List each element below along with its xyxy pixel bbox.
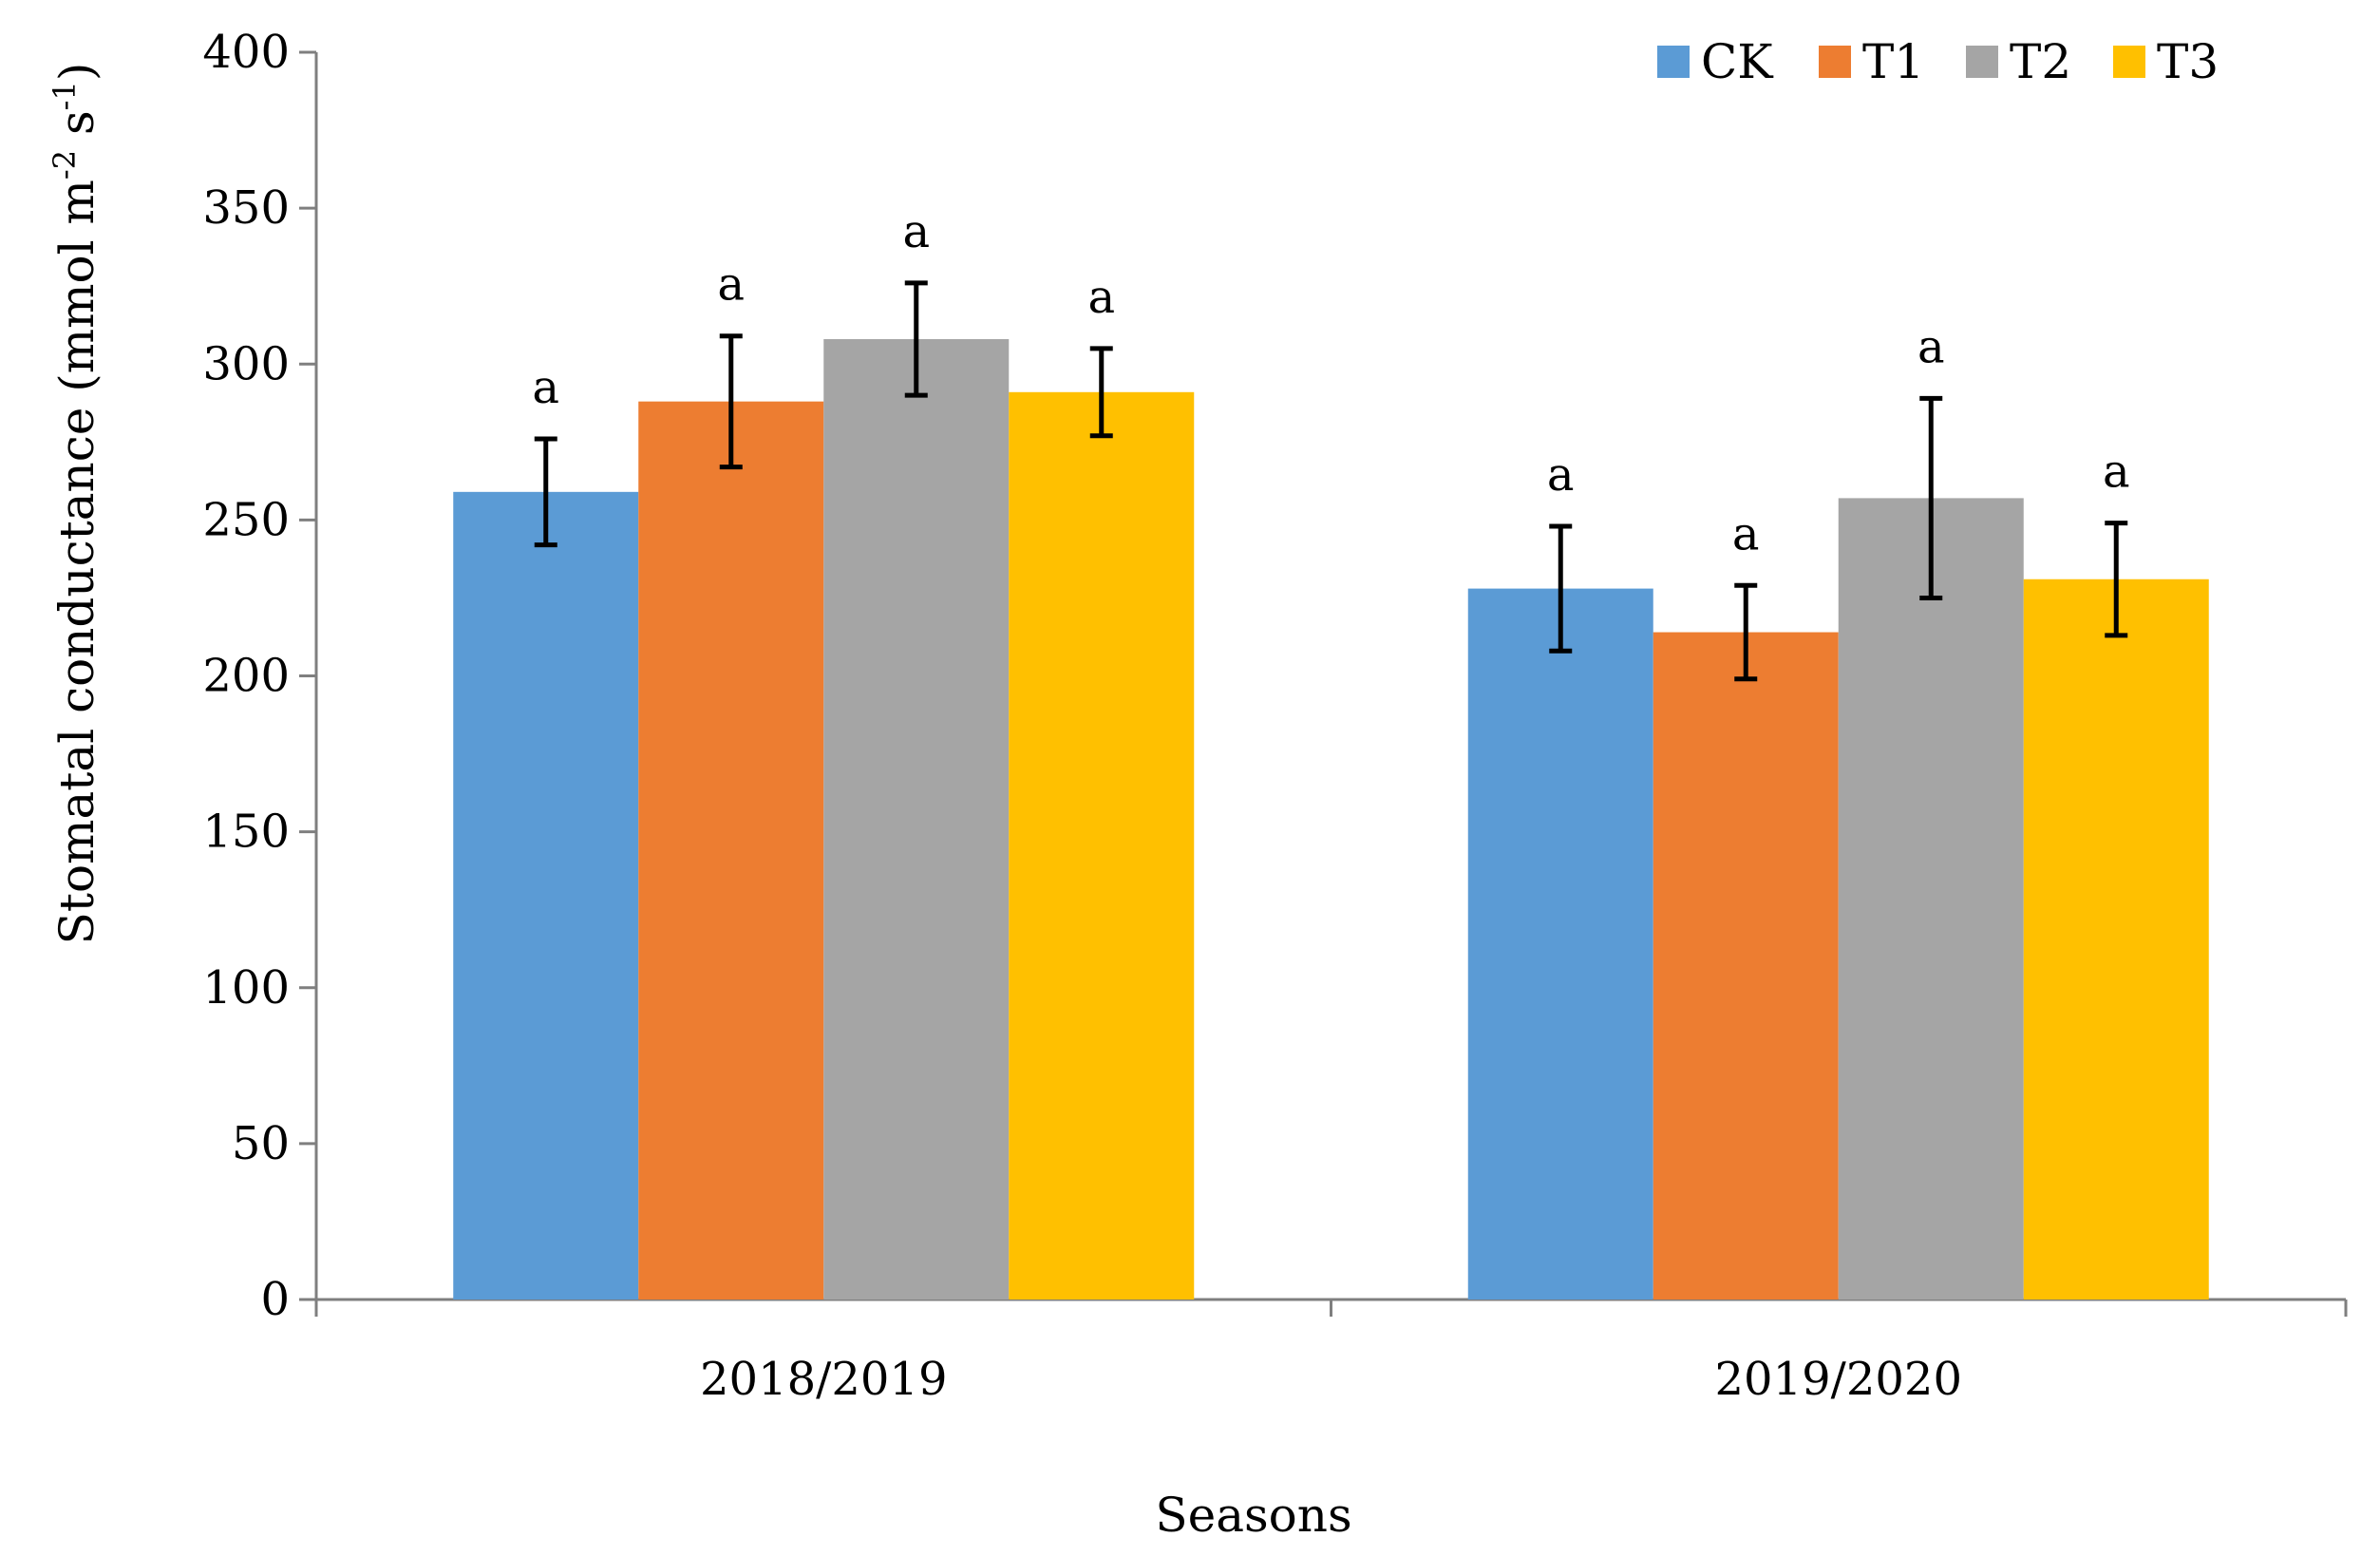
- legend: CK T1 T2 T3: [1657, 34, 2219, 89]
- legend-label-t3: T3: [2157, 34, 2219, 89]
- significance-label: a: [2103, 446, 2130, 499]
- y-tick-label: 250: [202, 493, 290, 546]
- y-tick-label: 300: [202, 337, 290, 390]
- legend-swatch-ck: [1657, 46, 1690, 78]
- bars: [453, 338, 2209, 1300]
- bar-t3: [1009, 391, 1195, 1300]
- significance-label: a: [1917, 320, 1945, 373]
- bar-t2: [823, 338, 1010, 1300]
- y-axis-ticks: 0 50 100 150 200 250 300 350 400: [202, 26, 316, 1326]
- legend-label-t1: T1: [1862, 34, 1924, 89]
- category-labels: 2018/2019 2019/2020: [700, 1353, 1962, 1406]
- significance-label: a: [1547, 448, 1575, 502]
- significance-label: a: [532, 361, 559, 414]
- y-axis-title: Stomatal conductance (mmol m-2 s-1): [47, 63, 104, 945]
- bar-t1: [638, 401, 824, 1300]
- error-bars: [534, 280, 2128, 682]
- legend-swatch-t3: [2113, 46, 2145, 78]
- y-axis-title-end: ): [49, 63, 104, 82]
- legend-swatch-t1: [1819, 46, 1851, 78]
- y-tick-label: 50: [232, 1117, 290, 1170]
- y-tick-label: 150: [202, 806, 290, 859]
- y-axis-title-main: Stomatal conductance (mmol m: [49, 180, 104, 944]
- category-label: 2019/2020: [1715, 1353, 1962, 1406]
- y-tick-label: 100: [202, 961, 290, 1015]
- y-axis-title-sup2: -1: [47, 81, 83, 110]
- significance-labels: a a a a a a a a: [532, 205, 2129, 560]
- x-axis-ticks: [314, 1300, 2348, 1317]
- significance-label: a: [1087, 271, 1115, 324]
- bar-t1: [1653, 632, 1839, 1300]
- x-axis-title: Seasons: [1155, 1488, 1351, 1543]
- significance-label: a: [902, 205, 930, 258]
- y-tick-label: 350: [202, 181, 290, 235]
- bar-ck: [1467, 588, 1653, 1300]
- y-tick-label: 0: [260, 1273, 290, 1326]
- significance-label: a: [717, 258, 745, 312]
- y-axis-title-sup1: -2: [47, 150, 83, 180]
- bar-ck: [453, 491, 639, 1300]
- bar-t3: [2023, 579, 2209, 1300]
- significance-label: a: [1732, 507, 1760, 560]
- legend-swatch-t2: [1966, 46, 1998, 78]
- y-tick-label: 200: [202, 650, 290, 703]
- y-tick-label: 400: [202, 26, 290, 79]
- category-label: 2018/2019: [700, 1353, 947, 1406]
- y-axis-title-mid: s: [49, 110, 104, 150]
- bar-t2: [1838, 498, 2024, 1300]
- legend-label-ck: CK: [1701, 34, 1774, 89]
- legend-label-t2: T2: [2010, 34, 2071, 89]
